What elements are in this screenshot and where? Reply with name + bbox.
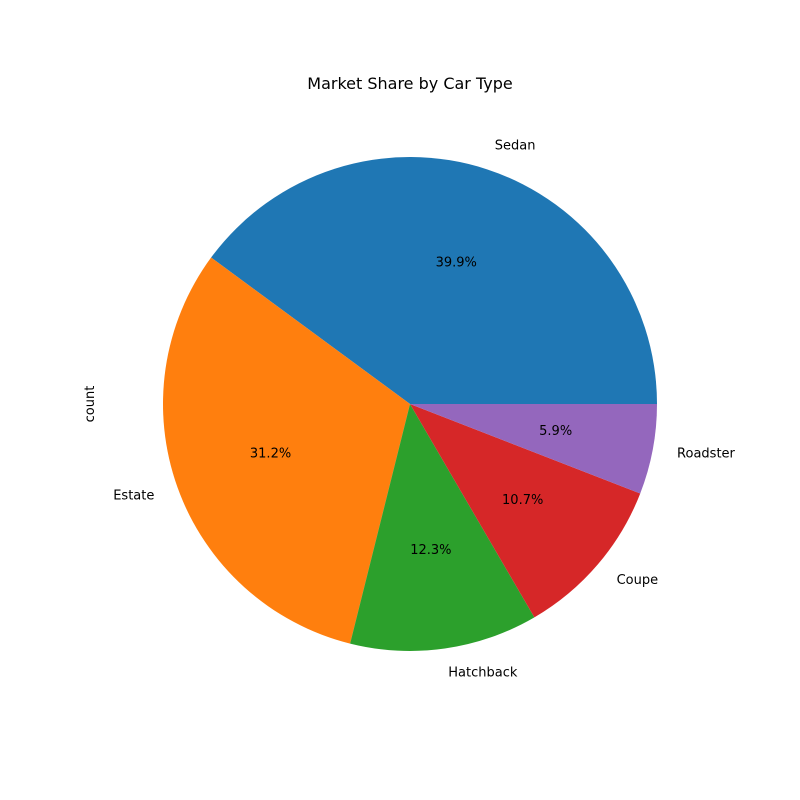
slice-label-estate: Estate	[113, 489, 154, 504]
pie-labels: Sedan 39.9% Estate 31.2% Hatchback 12.3% Coupe…	[113, 138, 735, 680]
pie-slice-sedan	[211, 156, 657, 404]
slice-label-sedan: Sedan	[495, 138, 536, 153]
pie-slice-coupe	[410, 404, 641, 618]
slice-label-coupe: Coupe	[617, 573, 659, 588]
chart-title: Market Share by Car Type	[307, 74, 512, 93]
pie-slice-estate	[162, 257, 410, 644]
pie-slice-hatchback	[350, 404, 535, 651]
slice-label-hatchback: Hatchback	[448, 665, 518, 680]
pie-slices	[162, 156, 657, 651]
slice-percent-estate: 31.2%	[250, 447, 291, 462]
slice-percent-roadster: 5.9%	[539, 424, 572, 439]
slice-percent-hatchback: 12.3%	[410, 543, 451, 558]
pie-slice-roadster	[410, 404, 657, 494]
slice-percent-coupe: 10.7%	[502, 493, 543, 508]
slice-label-roadster: Roadster	[677, 447, 735, 462]
y-axis-label: count	[83, 386, 98, 423]
slice-percent-sedan: 39.9%	[436, 256, 477, 271]
